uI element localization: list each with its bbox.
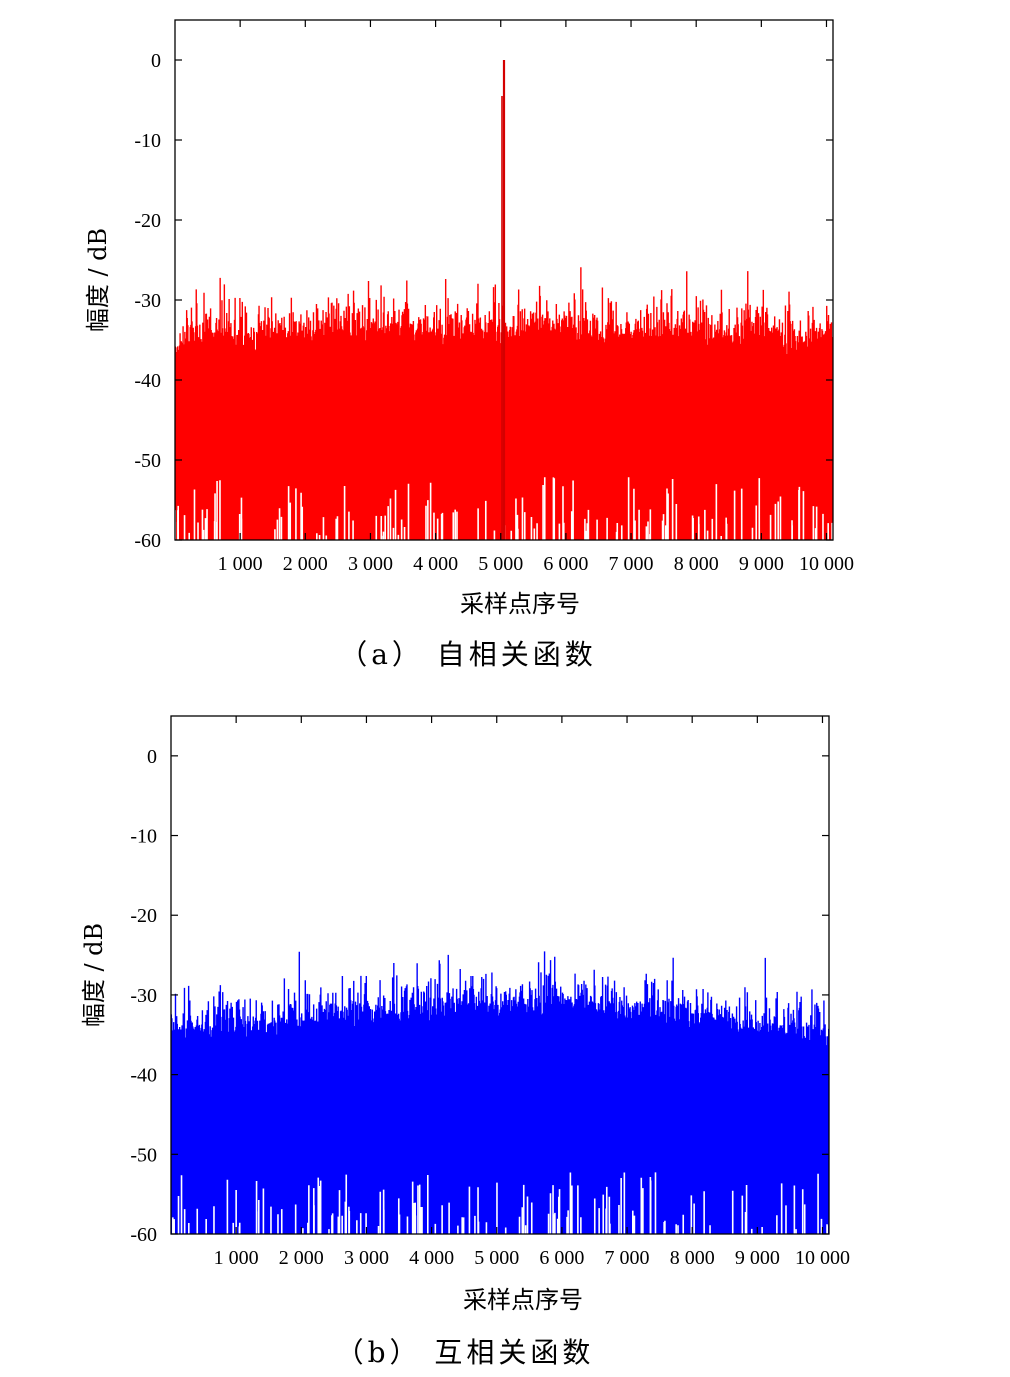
autocorrelation-panel: 0 -10 -20 -30 -40 -50 -60 1 000 2 000 3 000 4 000… xyxy=(84,19,854,671)
x-tick-label: 5 000 xyxy=(478,553,523,575)
y-tick-label: -40 xyxy=(134,370,161,392)
x-axis-title: 采样点序号 xyxy=(460,590,580,618)
x-tick-label: 1 000 xyxy=(218,553,263,575)
bars-group xyxy=(170,951,830,1234)
y-ticks: 0 -10 -20 -30 -40 -50 -60 xyxy=(130,746,829,1246)
x-tick-label: 6 000 xyxy=(539,1247,584,1269)
x-tick-label: 1 000 xyxy=(214,1247,259,1269)
x-tick-label: 10 000 xyxy=(799,553,854,575)
bars-group xyxy=(174,60,834,540)
cross-correlation-panel: 0 -10 -20 -30 -40 -50 -60 1 000 2 000 3 000 4 000… xyxy=(80,715,850,1369)
y-tick-label: -10 xyxy=(130,826,157,848)
y-ticks: 0 -10 -20 -30 -40 -50 -60 xyxy=(134,50,833,552)
y-tick-label: -20 xyxy=(134,210,161,232)
y-tick-label: -10 xyxy=(134,130,161,152)
y-tick-label: 0 xyxy=(147,746,157,768)
x-tick-label: 8 000 xyxy=(674,553,719,575)
x-axis-title: 采样点序号 xyxy=(463,1286,583,1314)
null-gaps xyxy=(174,477,833,540)
y-tick-label: -60 xyxy=(130,1224,157,1246)
x-tick-label: 7 000 xyxy=(609,553,654,575)
y-tick-label: -50 xyxy=(130,1144,157,1166)
y-tick-label: 0 xyxy=(151,50,161,72)
x-tick-label: 9 000 xyxy=(739,553,784,575)
y-tick-label: -40 xyxy=(130,1065,157,1087)
y-tick-label: -30 xyxy=(130,985,157,1007)
x-tick-label: 8 000 xyxy=(670,1247,715,1269)
x-tick-label: 4 000 xyxy=(409,1247,454,1269)
caption-b: （b） 互相关函数 xyxy=(336,1336,595,1369)
x-tick-label: 7 000 xyxy=(605,1247,650,1269)
x-ticks: 1 000 2 000 3 000 4 000 5 000 6 000 7 000 8 000… xyxy=(218,20,854,575)
y-tick-label: -30 xyxy=(134,290,161,312)
x-ticks: 1 000 2 000 3 000 4 000 5 000 6 000 7 000 8 000… xyxy=(214,716,850,1269)
x-tick-label: 9 000 xyxy=(735,1247,780,1269)
x-tick-label: 2 000 xyxy=(283,553,328,575)
y-axis-title: 幅度 / dB xyxy=(80,923,108,1027)
y-axis-title: 幅度 / dB xyxy=(84,228,112,332)
plot-frame xyxy=(174,19,834,541)
x-tick-label: 6 000 xyxy=(543,553,588,575)
y-tick-label: -50 xyxy=(134,450,161,472)
y-tick-label: -20 xyxy=(130,905,157,927)
y-tick-label: -60 xyxy=(134,530,161,552)
x-tick-label: 2 000 xyxy=(279,1247,324,1269)
x-tick-label: 4 000 xyxy=(413,553,458,575)
plot-frame xyxy=(170,715,830,1235)
null-gaps xyxy=(172,1172,828,1234)
caption-a: （a） 自相关函数 xyxy=(339,638,597,671)
x-tick-label: 3 000 xyxy=(348,553,393,575)
x-tick-label: 5 000 xyxy=(474,1247,519,1269)
x-tick-label: 3 000 xyxy=(344,1247,389,1269)
x-tick-label: 10 000 xyxy=(795,1247,850,1269)
